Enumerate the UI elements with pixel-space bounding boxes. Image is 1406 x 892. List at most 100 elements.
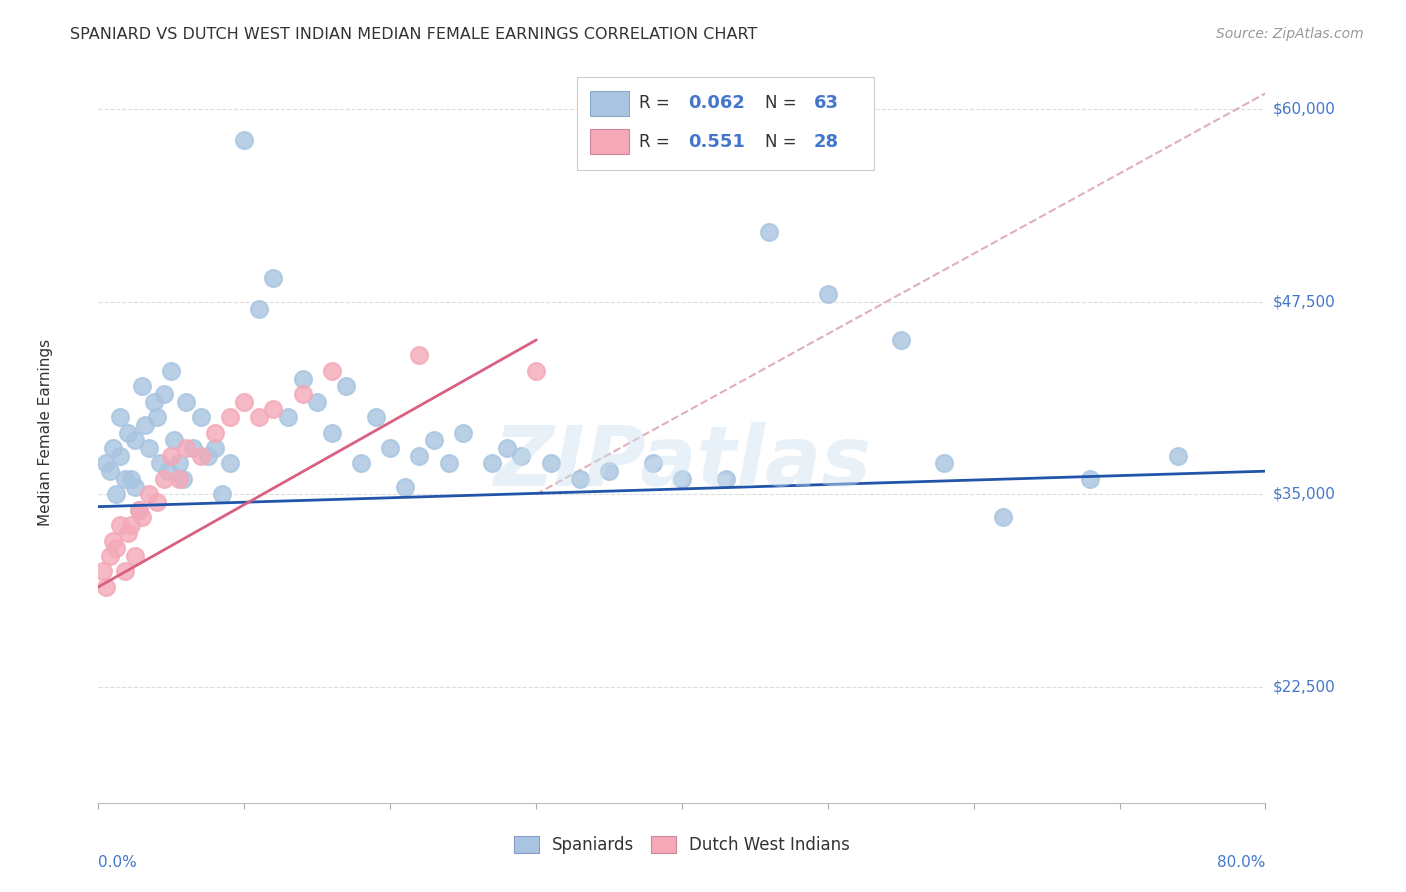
Point <box>817 286 839 301</box>
Point <box>104 487 127 501</box>
FancyBboxPatch shape <box>589 129 630 154</box>
Point <box>641 457 664 471</box>
Point <box>94 457 117 471</box>
Point <box>233 394 256 409</box>
Point <box>437 457 460 471</box>
Text: 0.551: 0.551 <box>688 133 745 151</box>
Text: R =: R = <box>638 133 675 151</box>
Point <box>218 410 240 425</box>
Point <box>117 525 139 540</box>
Point <box>146 410 169 425</box>
Text: 63: 63 <box>814 95 839 112</box>
Point <box>110 449 132 463</box>
Point <box>153 472 176 486</box>
Point <box>167 457 190 471</box>
Point <box>172 472 194 486</box>
Point <box>190 410 212 425</box>
Text: 0.062: 0.062 <box>688 95 745 112</box>
Point <box>124 480 146 494</box>
Text: $35,000: $35,000 <box>1272 487 1336 502</box>
Point <box>134 417 156 432</box>
Point <box>98 464 121 478</box>
Point <box>181 441 204 455</box>
Point <box>204 425 226 440</box>
Point <box>991 510 1014 524</box>
Point <box>124 434 146 448</box>
Point <box>540 457 562 471</box>
Point <box>131 510 153 524</box>
Point <box>101 441 124 455</box>
Point <box>934 457 956 471</box>
Point <box>110 410 132 425</box>
Point <box>174 441 197 455</box>
Point <box>153 387 176 401</box>
Text: N =: N = <box>765 133 801 151</box>
Text: $60,000: $60,000 <box>1272 101 1336 116</box>
Point <box>128 502 150 516</box>
Point <box>496 441 519 455</box>
Point <box>160 449 183 463</box>
Point <box>510 449 533 463</box>
Point <box>174 394 197 409</box>
Text: ZIPatlas: ZIPatlas <box>494 422 870 503</box>
Point <box>350 457 373 471</box>
Point <box>451 425 474 440</box>
Point <box>114 472 136 486</box>
Point <box>120 472 142 486</box>
Point <box>890 333 912 347</box>
Point <box>128 502 150 516</box>
Point <box>247 410 270 425</box>
Point <box>321 364 343 378</box>
Point <box>335 379 357 393</box>
Point <box>120 518 142 533</box>
Point <box>291 387 314 401</box>
Point <box>364 410 387 425</box>
Point <box>104 541 127 556</box>
Point <box>117 425 139 440</box>
Point <box>233 132 256 146</box>
Point <box>138 487 160 501</box>
Point <box>167 472 190 486</box>
Point <box>481 457 503 471</box>
Point <box>524 364 547 378</box>
Point <box>142 394 165 409</box>
Point <box>714 472 737 486</box>
Point <box>131 379 153 393</box>
Text: $47,500: $47,500 <box>1272 294 1336 309</box>
Text: $22,500: $22,500 <box>1272 680 1336 695</box>
Point <box>98 549 121 563</box>
Point <box>423 434 446 448</box>
Text: 0.0%: 0.0% <box>98 855 138 870</box>
Point <box>160 364 183 378</box>
Point <box>408 449 430 463</box>
Point <box>204 441 226 455</box>
Text: R =: R = <box>638 95 675 112</box>
Point <box>277 410 299 425</box>
Point <box>114 565 136 579</box>
Point <box>110 518 132 533</box>
Point <box>146 495 169 509</box>
FancyBboxPatch shape <box>589 91 630 116</box>
Point <box>91 565 114 579</box>
Legend: Spaniards, Dutch West Indians: Spaniards, Dutch West Indians <box>508 830 856 861</box>
Text: 80.0%: 80.0% <box>1218 855 1265 870</box>
Point <box>157 464 180 478</box>
Text: SPANIARD VS DUTCH WEST INDIAN MEDIAN FEMALE EARNINGS CORRELATION CHART: SPANIARD VS DUTCH WEST INDIAN MEDIAN FEM… <box>70 27 758 42</box>
Text: Median Female Earnings: Median Female Earnings <box>38 339 53 526</box>
Point <box>598 464 620 478</box>
FancyBboxPatch shape <box>576 78 875 169</box>
Point <box>197 449 219 463</box>
Text: N =: N = <box>765 95 801 112</box>
Point <box>408 349 430 363</box>
Point <box>307 394 329 409</box>
Point <box>94 580 117 594</box>
Point <box>568 472 591 486</box>
Point <box>149 457 172 471</box>
Point <box>671 472 693 486</box>
Point <box>758 225 780 239</box>
Point <box>321 425 343 440</box>
Point <box>262 402 284 417</box>
Point <box>1167 449 1189 463</box>
Point <box>247 302 270 317</box>
Point <box>138 441 160 455</box>
